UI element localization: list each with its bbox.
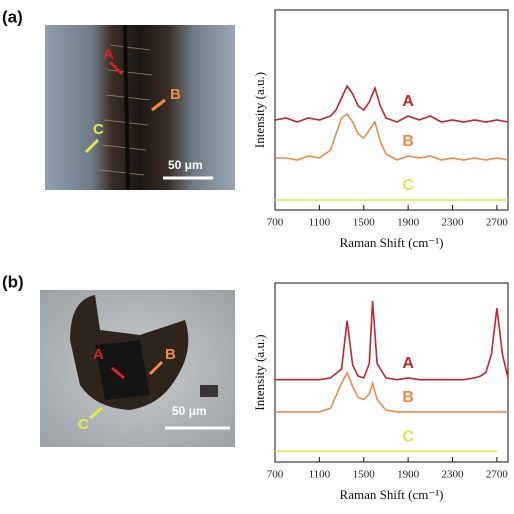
x-tick-label: 700 xyxy=(267,469,284,481)
x-tick-label: 2700 xyxy=(486,217,509,229)
y-axis-label: Intensity (a.u.) xyxy=(252,334,267,410)
image-label: C xyxy=(93,121,104,138)
x-tick-label: 1100 xyxy=(309,217,331,229)
series-label: A xyxy=(402,355,414,372)
series-label: C xyxy=(402,177,414,194)
x-axis-label: Raman Shift (cm⁻¹) xyxy=(340,487,444,502)
scale-bar-label: 50 μm xyxy=(168,158,203,172)
x-tick-label: 2300 xyxy=(442,469,465,481)
x-tick-label: 1900 xyxy=(397,217,420,229)
scale-bar-label: 50 μm xyxy=(172,404,207,418)
x-tick-label: 2700 xyxy=(486,469,509,481)
panel-label: (b) xyxy=(2,272,24,291)
image-label: B xyxy=(170,86,181,103)
image-label: A xyxy=(93,346,104,363)
x-tick-label: 1500 xyxy=(353,469,376,481)
y-axis-label: Intensity (a.u.) xyxy=(252,72,267,148)
panel-label: (a) xyxy=(2,7,23,26)
image-label: A xyxy=(103,46,114,63)
x-tick-label: 700 xyxy=(267,217,284,229)
x-tick-label: 1500 xyxy=(353,217,376,229)
x-tick-label: 1100 xyxy=(309,469,331,481)
x-tick-label: 1900 xyxy=(397,469,420,481)
spectrum-line xyxy=(275,86,508,122)
spectrum-line xyxy=(275,301,508,380)
series-label: A xyxy=(402,93,414,110)
plot-frame xyxy=(275,10,508,210)
micrograph: A B C 50 μm xyxy=(40,290,235,447)
series-label: B xyxy=(402,133,414,150)
image-label: B xyxy=(165,346,176,363)
series-label: C xyxy=(402,428,414,445)
series-label: B xyxy=(402,389,414,406)
micrograph: A B C 50 μm xyxy=(45,25,235,190)
x-axis-label: Raman Shift (cm⁻¹) xyxy=(340,235,444,250)
figure: (a) (b) A B C 50 μm A B C 50 μm 700 1100 1… xyxy=(0,0,514,514)
image-label: C xyxy=(78,416,89,433)
plot-frame xyxy=(275,283,508,462)
x-tick-label: 2300 xyxy=(442,217,465,229)
